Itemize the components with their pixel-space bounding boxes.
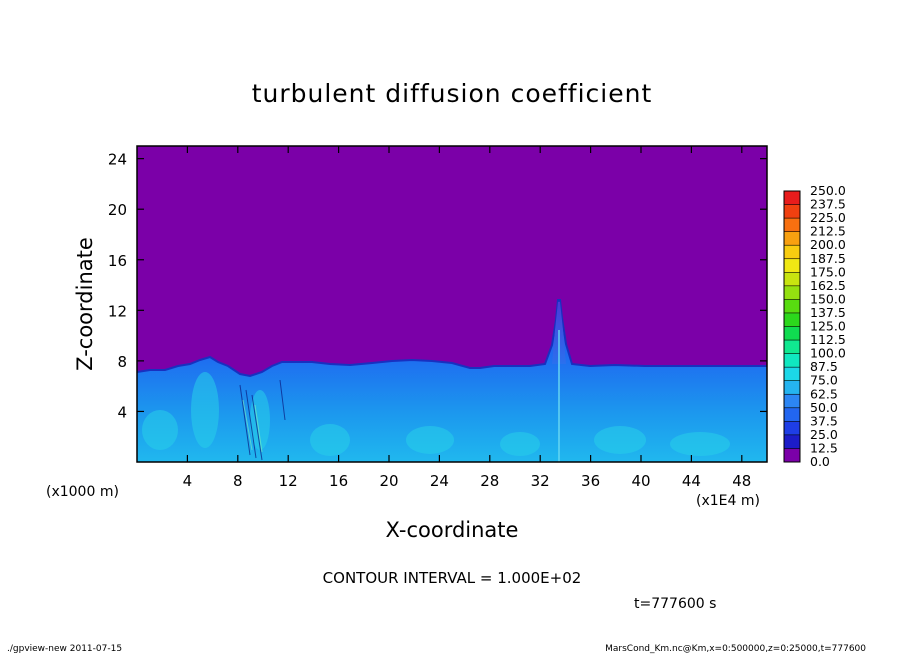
plot-frame: [136, 145, 768, 463]
y-tick-label: 12: [108, 302, 127, 320]
colorbar-band: [784, 380, 800, 395]
colorbar-label: 187.5: [810, 251, 846, 266]
colorbar: 0.012.525.037.550.062.575.087.5100.0112.…: [783, 183, 846, 469]
colorbar-band: [784, 340, 800, 354]
colorbar-label: 250.0: [810, 183, 846, 198]
colorbar-label: 75.0: [810, 373, 838, 388]
mixing-highlights: [242, 399, 263, 453]
colorbar-band: [784, 218, 800, 232]
colorbar-band: [784, 312, 800, 327]
colorbar-band: [784, 434, 800, 449]
chart-title: turbulent diffusion coefficient: [252, 79, 653, 108]
colorbar-label: 162.5: [810, 278, 846, 293]
y-tick-label: 24: [108, 151, 127, 169]
x-tick-label: 16: [329, 472, 348, 490]
colorbar-label: 50.0: [810, 400, 838, 415]
y-tick-label: 16: [108, 252, 127, 270]
colorbar-band: [784, 407, 800, 422]
mixing-streaks: [239, 379, 286, 461]
x-tick-label: 20: [379, 472, 398, 490]
y-tick-label: 20: [108, 201, 127, 219]
colorbar-band: [784, 245, 800, 260]
boundary-layer-top-edge: [137, 299, 767, 378]
plot-area: [137, 146, 767, 462]
x-tick-label: 48: [732, 472, 751, 490]
x-unit-left: (x1000 m): [46, 484, 119, 500]
colorbar-label: 125.0: [810, 319, 846, 334]
colorbar-band: [784, 326, 800, 341]
colorbar-label: 100.0: [810, 346, 846, 361]
colorbar-band: [784, 204, 800, 219]
colorbar-band: [784, 394, 800, 409]
y-tick-label: 4: [117, 403, 127, 421]
x-tick-label: 24: [430, 472, 449, 490]
x-tick-label: 44: [682, 472, 701, 490]
x-axis-label: X-coordinate: [386, 518, 519, 542]
colorbar-label: 37.5: [810, 413, 838, 428]
colorbar-label: 62.5: [810, 386, 838, 401]
colorbar-band: [784, 231, 800, 246]
colorbar-label: 150.0: [810, 291, 846, 306]
time-label: t=777600 s: [634, 596, 716, 612]
colorbar-label: 175.0: [810, 264, 846, 279]
colorbar-label: 200.0: [810, 237, 846, 252]
x-tick-label: 40: [631, 472, 650, 490]
x-tick-label: 12: [279, 472, 298, 490]
x-tick-label: 28: [480, 472, 499, 490]
x-unit-right: (x1E4 m): [696, 493, 760, 509]
x-tick-label: 4: [183, 472, 193, 490]
colorbar-label: 212.5: [810, 224, 846, 239]
colorbar-label: 25.0: [810, 427, 838, 442]
x-tick-label: 36: [581, 472, 600, 490]
colorbar-label: 137.5: [810, 305, 846, 320]
colorbar-label: 112.5: [810, 332, 846, 347]
turbulent-eddies: [142, 372, 730, 456]
colorbar-label: 237.5: [810, 197, 846, 212]
colorbar-band: [784, 299, 800, 314]
colorbar-band: [784, 448, 800, 463]
colorbar-band: [784, 367, 800, 381]
boundary-layer-field: [137, 300, 767, 462]
y-axis-label: Z-coordinate: [73, 237, 97, 371]
colorbar-band: [784, 191, 800, 205]
colorbar-band: [784, 421, 800, 436]
colorbar-band: [784, 353, 800, 368]
colorbar-band: [784, 285, 800, 300]
x-axis: 4 8 12 16 20 24 28 32 36 40 44 48: [183, 146, 751, 490]
footer-right: MarsCond_Km.nc@Km,x=0:500000,z=0:25000,t…: [605, 644, 866, 654]
x-tick-label: 8: [233, 472, 243, 490]
colorbar-band: [784, 272, 800, 287]
colorbar-band: [784, 258, 800, 273]
colorbar-label: 225.0: [810, 210, 846, 225]
colorbar-label: 0.0: [810, 454, 830, 469]
plume-axis: [558, 330, 560, 462]
x-tick-label: 32: [531, 472, 550, 490]
y-axis: 4 8 12 16 20 24: [108, 151, 767, 421]
contour-interval: CONTOUR INTERVAL = 1.000E+02: [323, 569, 582, 587]
colorbar-label: 87.5: [810, 359, 838, 374]
y-tick-label: 8: [117, 353, 127, 371]
footer-left: ./gpview-new 2011-07-15: [7, 644, 122, 654]
colorbar-label: 12.5: [810, 440, 838, 455]
